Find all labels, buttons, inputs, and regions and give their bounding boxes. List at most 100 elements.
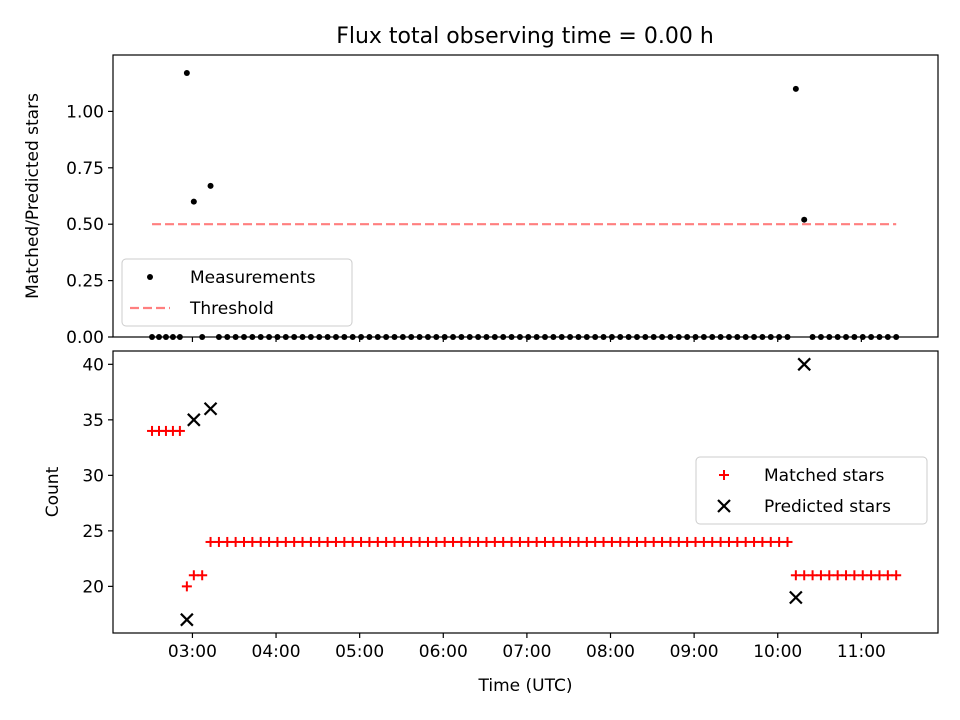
matched-star-marker: [523, 536, 534, 547]
matched-star-marker: [832, 570, 843, 581]
x-tick-label: 08:00: [586, 642, 635, 662]
matched-star-marker: [782, 536, 793, 547]
matched-star-marker: [715, 536, 726, 547]
measurement-point: [207, 182, 214, 189]
matched-star-marker: [573, 536, 584, 547]
matched-star-marker: [749, 536, 760, 547]
matched-star-marker: [540, 536, 551, 547]
y-axis-label: Count: [43, 466, 63, 517]
matched-star-marker: [740, 536, 751, 547]
predicted-star-marker: [180, 612, 194, 627]
matched-star-marker: [197, 570, 208, 581]
legend-label: Threshold: [189, 299, 274, 319]
x-tick-label: 06:00: [419, 642, 468, 662]
matched-star-marker: [347, 536, 358, 547]
matched-star-marker: [264, 536, 275, 547]
x-tick-label: 04:00: [252, 642, 301, 662]
y-tick-label: 20: [82, 577, 104, 597]
matched-star-marker: [397, 536, 408, 547]
matched-star-marker: [673, 536, 684, 547]
matched-star-marker: [690, 536, 701, 547]
matched-star-marker: [489, 536, 500, 547]
y-tick-label: 0.50: [66, 215, 104, 235]
matched-star-marker: [188, 570, 199, 581]
matched-star-marker: [849, 570, 860, 581]
matched-star-marker: [181, 581, 192, 592]
matched-star-marker: [606, 536, 617, 547]
measurement-point: [190, 198, 197, 205]
matched-star-marker: [456, 536, 467, 547]
matched-star-marker: [255, 536, 266, 547]
x-stroke: [180, 612, 194, 627]
matched-star-marker: [774, 536, 785, 547]
matched-star-marker: [464, 536, 475, 547]
x-stroke: [203, 401, 218, 416]
top-panel: 0.00 0.25 0.50 0.75 1.00 Matched/Predicted st…: [23, 54, 939, 348]
matched-star-marker: [682, 536, 693, 547]
matched-star-marker: [305, 536, 316, 547]
y-tick-label: 25: [82, 522, 104, 542]
matched-star-marker: [174, 425, 185, 436]
matched-star-marker: [247, 536, 258, 547]
matched-star-marker: [665, 536, 676, 547]
matched-star-marker: [615, 536, 626, 547]
matched-star-marker: [765, 536, 776, 547]
matched-star-marker: [364, 536, 375, 547]
predicted-star-marker: [187, 413, 201, 427]
matched-star-marker: [548, 536, 559, 547]
predicted-star-marker: [789, 590, 803, 605]
x-stroke: [789, 590, 803, 605]
y-axis-label: Matched/Predicted stars: [23, 93, 43, 299]
matched-star-marker: [640, 536, 651, 547]
matched-star-marker: [590, 536, 601, 547]
matched-star-marker: [272, 536, 283, 547]
y-tick-label: 30: [82, 466, 104, 486]
matched-star-marker: [891, 570, 902, 581]
matched-star-marker: [422, 536, 433, 547]
y-tick-label: 0.75: [66, 159, 104, 179]
matched-star-marker: [322, 536, 333, 547]
x-tick-label: 09:00: [670, 642, 719, 662]
matched-star-marker: [815, 570, 826, 581]
matched-star-marker: [431, 536, 442, 547]
matched-star-marker: [289, 536, 300, 547]
chart-title: Flux total observing time = 0.00 h: [336, 24, 714, 49]
measurement-point: [801, 216, 808, 223]
matched-star-marker: [707, 536, 718, 547]
matched-star-marker: [473, 536, 484, 547]
bottom-panel: 20 25 30 35 40 03:00 04:00 05:00 06:00 07:00 08:00…: [43, 350, 939, 696]
matched-star-marker: [406, 536, 417, 547]
legend-box: [121, 258, 353, 327]
matched-star-marker: [657, 536, 668, 547]
x-tick-label: 11:00: [837, 642, 886, 662]
matched-star-marker: [631, 536, 642, 547]
x-tick-label: 07:00: [502, 642, 551, 662]
matched-star-marker: [757, 536, 768, 547]
matched-star-marker: [841, 570, 852, 581]
legend-dot-swatch: [147, 274, 153, 280]
legend-label: Matched stars: [764, 466, 884, 486]
matched-star-marker: [874, 570, 885, 581]
predicted-star-marker: [797, 357, 811, 372]
y-tick-label: 0.00: [66, 328, 104, 348]
matched-star-marker: [790, 570, 801, 581]
matched-star-marker: [498, 536, 509, 547]
x-stroke: [187, 413, 201, 427]
matched-star-marker: [531, 536, 542, 547]
matched-star-marker: [280, 536, 291, 547]
predicted-star-marker: [203, 401, 218, 416]
matched-star-marker: [314, 536, 325, 547]
matched-star-marker: [439, 536, 450, 547]
matched-star-marker: [698, 536, 709, 547]
matched-star-marker: [205, 536, 216, 547]
matched-star-marker: [556, 536, 567, 547]
matched-star-marker: [238, 536, 249, 547]
matched-star-marker: [381, 536, 392, 547]
matched-star-marker: [857, 570, 868, 581]
matched-star-marker: [222, 536, 233, 547]
matched-star-marker: [732, 536, 743, 547]
matched-star-marker: [514, 536, 525, 547]
legend-x-swatch: [717, 499, 731, 513]
axes-frame: [112, 54, 939, 338]
